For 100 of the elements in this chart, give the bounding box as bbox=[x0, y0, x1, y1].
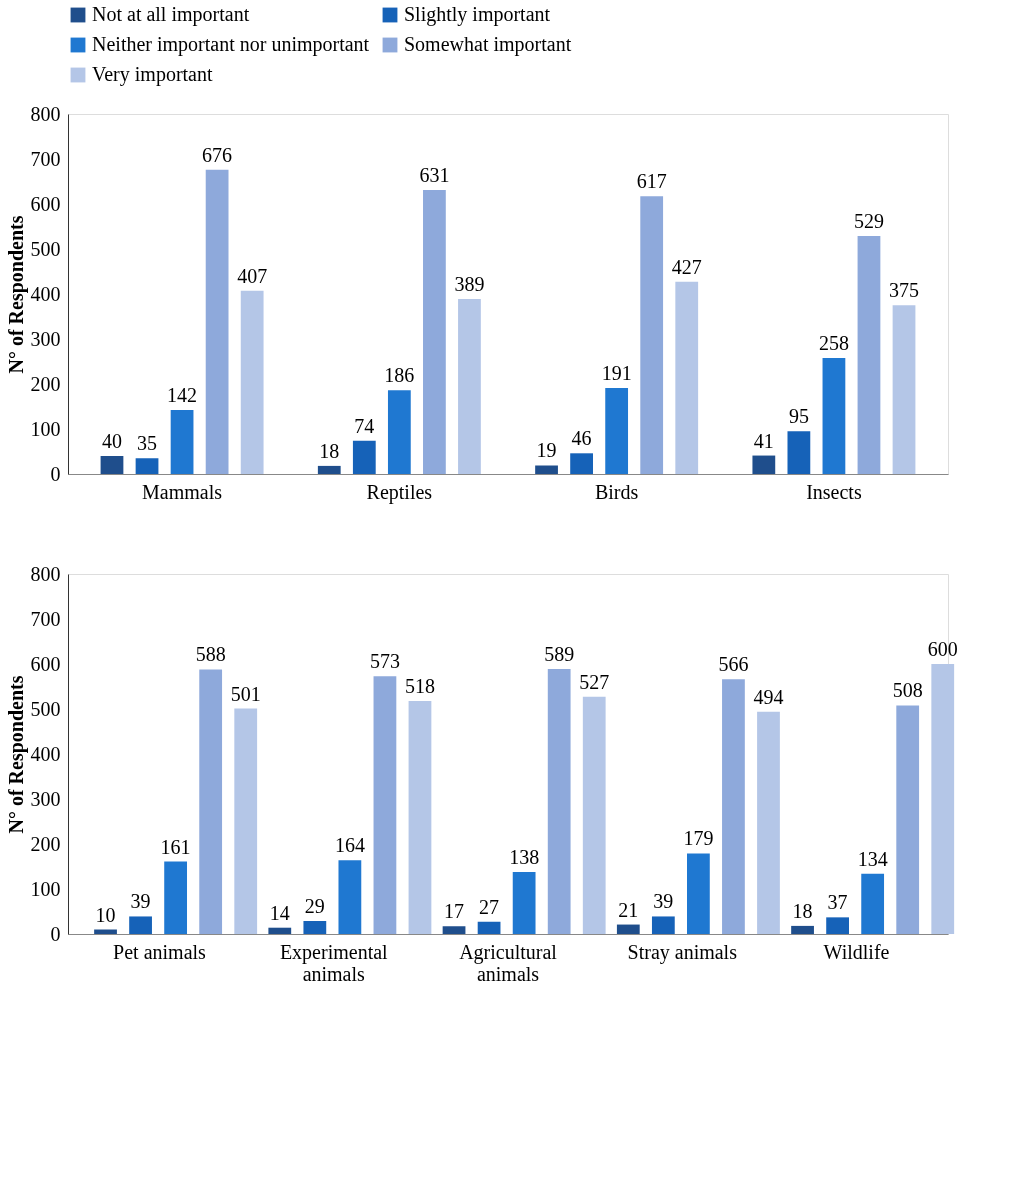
data-label: 518 bbox=[404, 674, 435, 697]
data-label: 29 bbox=[304, 894, 325, 917]
y-tick-label: 700 bbox=[30, 147, 61, 170]
x-tick-label: Pet animals bbox=[113, 940, 207, 963]
bar bbox=[651, 916, 675, 934]
bar bbox=[535, 465, 558, 474]
bar bbox=[442, 926, 466, 934]
bar bbox=[199, 669, 223, 934]
data-label: 95 bbox=[788, 405, 809, 428]
bar bbox=[338, 860, 362, 934]
legend-label: Slightly important bbox=[404, 3, 551, 26]
bar bbox=[605, 388, 629, 474]
data-label: 179 bbox=[683, 827, 714, 850]
bar bbox=[317, 465, 341, 474]
x-tick-label: Stray animals bbox=[627, 940, 738, 964]
data-label: 529 bbox=[853, 209, 884, 232]
data-label: 186 bbox=[384, 364, 415, 387]
data-label: 39 bbox=[130, 890, 151, 913]
x-tick-label: Mammals bbox=[142, 480, 223, 503]
bar bbox=[129, 916, 152, 934]
y-tick-label: 800 bbox=[30, 562, 61, 585]
data-label: 407 bbox=[237, 264, 268, 287]
bar bbox=[512, 871, 536, 934]
bar bbox=[100, 456, 124, 474]
x-tick-label: Agricultural animals bbox=[459, 940, 558, 985]
bar bbox=[896, 705, 920, 934]
data-label: 46 bbox=[571, 427, 592, 450]
data-label: 164 bbox=[334, 834, 365, 857]
bar bbox=[458, 298, 481, 474]
bar bbox=[616, 924, 640, 934]
data-label: 191 bbox=[601, 362, 632, 385]
data-label: 573 bbox=[369, 650, 400, 673]
data-label: 41 bbox=[753, 429, 774, 452]
data-label: 676 bbox=[202, 143, 233, 166]
bar bbox=[303, 920, 327, 934]
bar bbox=[640, 196, 664, 474]
data-label: 19 bbox=[536, 439, 557, 462]
bar bbox=[892, 305, 916, 474]
bar bbox=[931, 664, 955, 934]
legend-label: Neither important nor unimportant bbox=[92, 33, 370, 56]
y-tick-label: 0 bbox=[50, 462, 61, 485]
data-label: 600 bbox=[927, 638, 958, 660]
x-tick-label: Insects bbox=[806, 480, 862, 503]
bar bbox=[268, 927, 292, 934]
legend-label: Not at all important bbox=[92, 3, 250, 26]
data-label: 142 bbox=[167, 384, 198, 407]
legend-label: Very important bbox=[92, 63, 213, 86]
x-tick-label: Wildlife bbox=[823, 940, 890, 963]
data-label: 589 bbox=[544, 642, 575, 665]
bar bbox=[240, 290, 264, 474]
bar bbox=[787, 431, 811, 474]
data-label: 74 bbox=[354, 414, 375, 437]
y-axis-title: N° of Respondents bbox=[4, 675, 28, 834]
data-label: 39 bbox=[653, 890, 674, 913]
data-label: 17 bbox=[444, 900, 465, 923]
data-label: 588 bbox=[195, 643, 226, 666]
y-tick-label: 300 bbox=[30, 327, 61, 350]
data-label: 21 bbox=[618, 898, 639, 921]
y-tick-label: 100 bbox=[30, 877, 61, 900]
data-label: 258 bbox=[818, 331, 849, 354]
data-label: 35 bbox=[137, 432, 158, 455]
legend-label: Somewhat important bbox=[404, 33, 572, 56]
bar bbox=[373, 676, 397, 934]
bar bbox=[861, 873, 885, 934]
bar bbox=[352, 440, 376, 474]
bar bbox=[582, 696, 606, 934]
bar bbox=[408, 700, 432, 934]
data-label: 617 bbox=[636, 170, 667, 193]
data-label: 389 bbox=[454, 272, 485, 295]
y-tick-label: 800 bbox=[30, 102, 61, 125]
bar bbox=[675, 281, 699, 474]
bar bbox=[423, 190, 446, 474]
x-tick-label: Experimental animals bbox=[279, 940, 389, 985]
data-label: 18 bbox=[319, 439, 340, 462]
data-label: 508 bbox=[892, 679, 923, 702]
bar bbox=[687, 853, 710, 934]
bar bbox=[170, 410, 194, 474]
data-label: 631 bbox=[419, 164, 450, 187]
y-tick-label: 600 bbox=[30, 652, 61, 675]
bar bbox=[547, 668, 571, 934]
bar bbox=[757, 711, 780, 934]
data-label: 10 bbox=[95, 903, 116, 926]
y-tick-label: 400 bbox=[30, 282, 61, 305]
bar bbox=[205, 169, 229, 474]
data-label: 14 bbox=[269, 901, 290, 924]
y-tick-label: 100 bbox=[30, 417, 61, 440]
y-tick-label: 0 bbox=[50, 922, 61, 945]
data-label: 138 bbox=[509, 845, 540, 868]
bar bbox=[791, 925, 814, 934]
bar bbox=[752, 455, 776, 474]
y-tick-label: 600 bbox=[30, 192, 61, 215]
data-label: 18 bbox=[792, 899, 813, 922]
bar bbox=[822, 357, 846, 474]
bar bbox=[826, 917, 849, 934]
y-tick-label: 500 bbox=[30, 237, 61, 260]
data-label: 501 bbox=[230, 682, 261, 705]
bar bbox=[857, 235, 881, 474]
y-tick-label: 300 bbox=[30, 787, 61, 810]
data-label: 566 bbox=[718, 653, 749, 676]
data-label: 427 bbox=[671, 255, 702, 278]
